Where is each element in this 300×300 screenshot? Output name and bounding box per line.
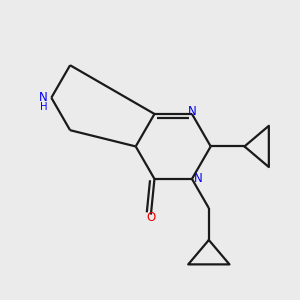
Text: N: N [39, 91, 48, 104]
Text: N: N [194, 172, 203, 185]
Text: H: H [40, 102, 47, 112]
Text: N: N [188, 105, 196, 118]
Text: O: O [146, 211, 155, 224]
